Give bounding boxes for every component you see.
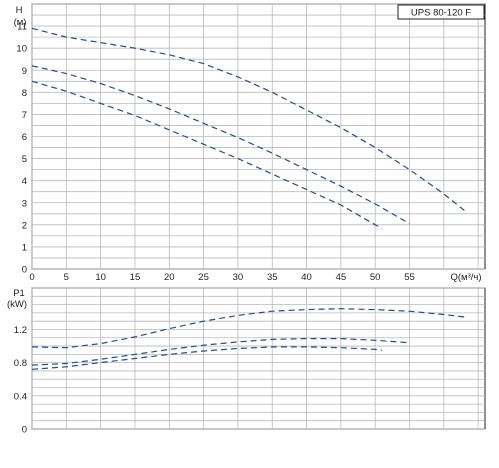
head-y-axis-label: H [16, 5, 23, 16]
head-y-tick-label: 6 [22, 132, 27, 143]
head-y-tick-label: 2 [22, 220, 27, 231]
head-x-tick-labels: 0 5 10 15 20 25 30 35 40 45 50 55 [29, 272, 414, 283]
head-x-tick-label: 15 [130, 272, 141, 283]
head-x-tick-label: 10 [95, 272, 106, 283]
head-y-tick-labels: 0 1 2 3 4 5 6 7 8 9 10 11 [16, 22, 27, 276]
power-y-tick-label: 0 [22, 425, 27, 436]
power-y-tick-label: 0.4 [14, 391, 27, 402]
head-x-tick-label: 20 [164, 272, 175, 283]
head-y-tick-label: 1 [22, 242, 27, 253]
head-x-axis-label: Q(м³/ч) [450, 272, 481, 283]
head-x-tick-label: 40 [301, 272, 312, 283]
head-x-tick-label: 55 [404, 272, 415, 283]
power-y-axis-unit: (kW) [7, 299, 27, 310]
head-x-tick-label: 5 [64, 272, 69, 283]
head-x-tick-label: 0 [29, 272, 34, 283]
head-x-tick-label: 50 [370, 272, 381, 283]
power-y-tick-label: 1.2 [14, 325, 27, 336]
head-y-tick-label: 7 [22, 110, 27, 121]
head-y-tick-label: 10 [16, 44, 27, 55]
head-y-tick-label: 5 [22, 154, 27, 165]
head-x-tick-label: 35 [267, 272, 278, 283]
head-x-tick-label: 30 [233, 272, 244, 283]
head-y-tick-label: 4 [22, 176, 27, 187]
head-curve-2 [31, 65, 410, 225]
head-curve-1 [31, 27, 465, 211]
power-curve-3 [31, 346, 383, 370]
head-y-tick-label: 3 [22, 198, 27, 209]
power-chart-frame [31, 287, 486, 430]
power-y-axis-label: P1 [13, 288, 25, 299]
power-chart-grid [31, 287, 485, 430]
power-y-tick-labels: 0 0.4 0.8 1.2 [14, 325, 27, 436]
head-y-axis-unit: (м) [14, 17, 27, 28]
title-box [397, 4, 485, 20]
head-x-tick-label: 45 [336, 272, 347, 283]
head-x-tick-label: 25 [198, 272, 209, 283]
head-y-tick-label: 8 [22, 88, 27, 99]
power-chart-series [31, 308, 465, 370]
head-y-tick-label: 0 [22, 265, 27, 276]
chart-title: UPS 80-120 F [411, 8, 471, 19]
power-chart: 0 0.4 0.8 1.2 P1 (kW) [7, 287, 486, 436]
power-curve-2 [31, 338, 410, 366]
head-y-tick-label: 9 [22, 66, 27, 77]
head-chart-grid [31, 3, 485, 270]
power-curve-1 [31, 308, 465, 349]
head-curve-3 [31, 80, 383, 229]
head-chart-series [31, 27, 465, 229]
head-y-tick-label: 11 [17, 22, 27, 33]
power-y-tick-label: 0.8 [14, 358, 27, 369]
